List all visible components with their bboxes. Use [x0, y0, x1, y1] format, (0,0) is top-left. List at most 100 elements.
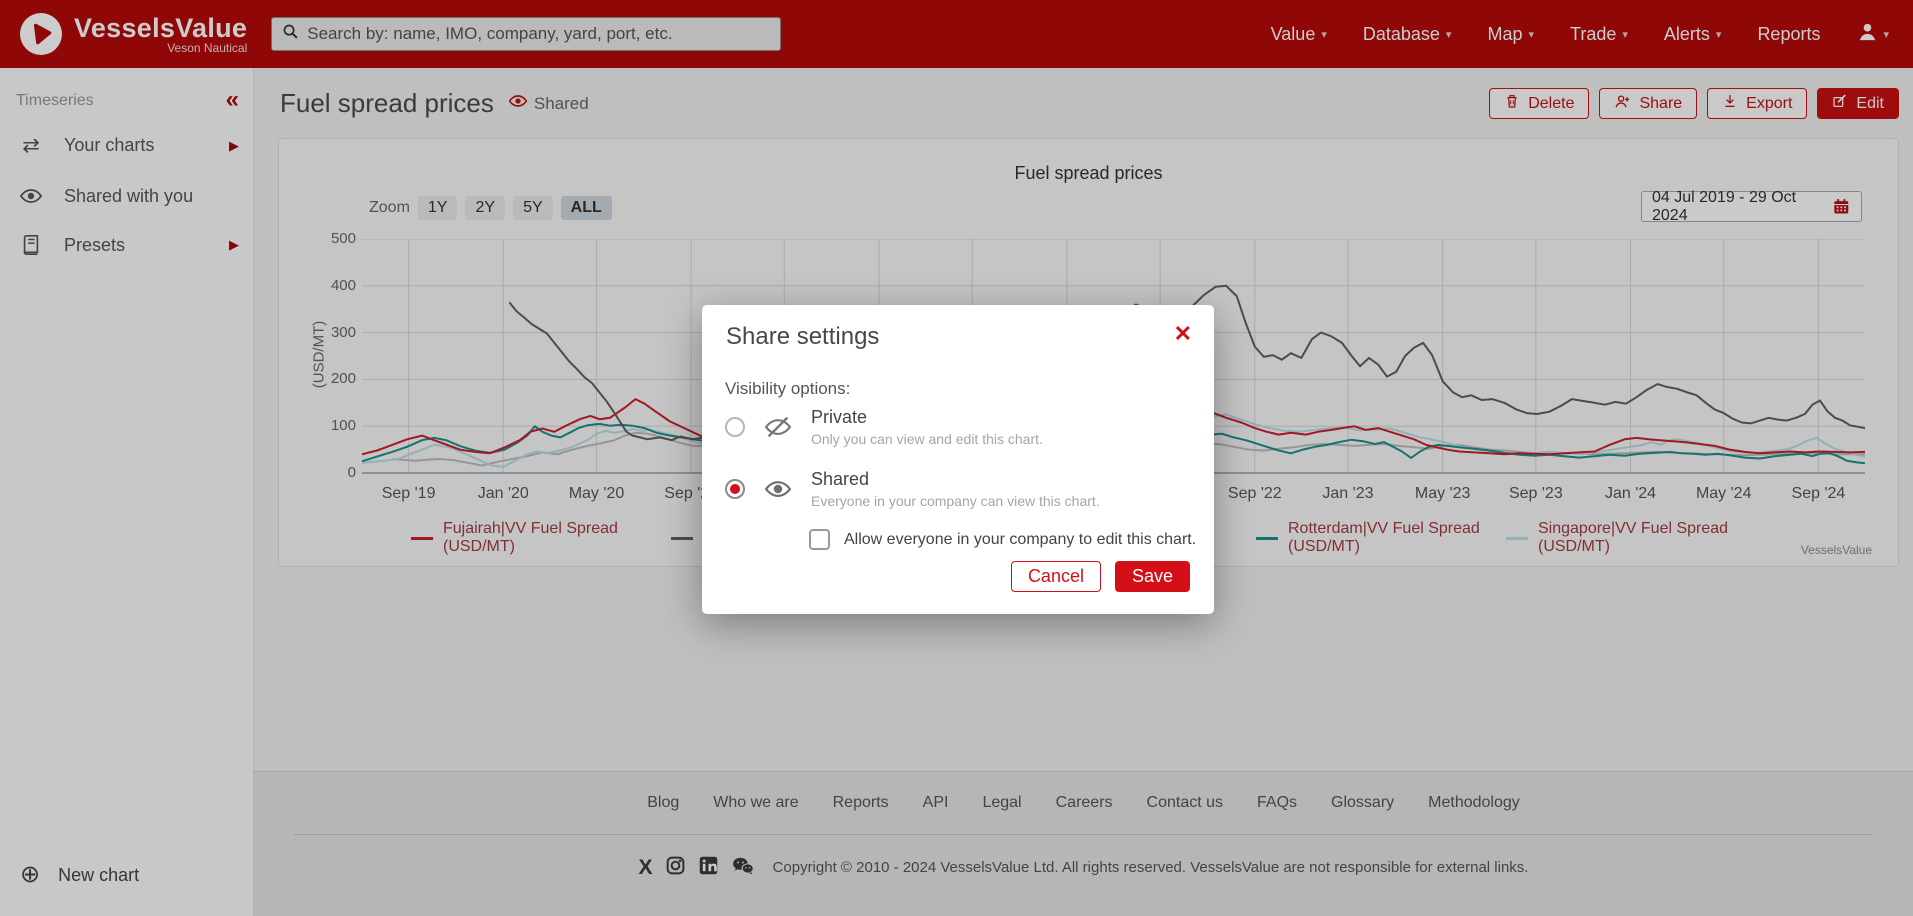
chevron-down-icon: ▾ [1445, 28, 1452, 41]
nav-item-map[interactable]: Map ▾ [1487, 23, 1534, 44]
series-Gl [508, 284, 1865, 442]
eye-off-icon [761, 412, 795, 442]
footer-links: Blog Who we are Reports API Legal Careers Cont… [254, 772, 1913, 812]
page-footer: Blog Who we are Reports API Legal Careers Cont… [254, 771, 1913, 916]
footer-link-legal[interactable]: Legal [982, 794, 1022, 811]
edit-label: Edit [1856, 94, 1884, 112]
vesselsvalue-logo-icon [20, 13, 62, 55]
legend-item[interactable]: Fujairah|VV Fuel Spread (USD/MT) [411, 520, 671, 556]
footer-link-reports[interactable]: Reports [832, 794, 889, 811]
nav-item-reports[interactable]: Reports [1757, 23, 1821, 44]
sidebar: Timeseries « ⇄ Your charts ▶ Shared with… [0, 68, 254, 916]
x-axis-tick: Jan '20 [477, 485, 529, 502]
x-axis-tick: Sep '23 [1508, 485, 1563, 502]
linkedin-icon[interactable] [698, 855, 719, 880]
y-axis-tick: 200 [330, 370, 356, 388]
shared-option-description: Everyone in your company can view this c… [811, 493, 1100, 509]
chevron-down-icon: ▾ [1715, 28, 1722, 41]
nav-item-database[interactable]: Database ▾ [1362, 23, 1452, 44]
delete-button[interactable]: Delete [1489, 88, 1590, 119]
chevron-down-icon: ▾ [1883, 28, 1889, 41]
footer-link-careers[interactable]: Careers [1055, 794, 1113, 811]
eye-icon [508, 91, 528, 116]
save-button[interactable]: Save [1114, 561, 1190, 592]
nav-item-alerts[interactable]: Alerts ▾ [1663, 23, 1722, 44]
legend-label: Singapore|VV Fuel Spread (USD/MT) [1538, 520, 1729, 555]
legend-item[interactable]: Singapore|VV Fuel Spread (USD/MT) [1506, 520, 1766, 556]
private-option-description: Only you can view and edit this chart. [811, 431, 1043, 447]
page-actions: Delete Share Export Edit [1489, 88, 1899, 119]
plus-circle-icon: ⊕ [20, 861, 41, 888]
shared-radio[interactable] [725, 479, 745, 499]
delete-label: Delete [1528, 94, 1575, 112]
page-title: Fuel spread prices [280, 88, 494, 118]
y-axis-tick: 500 [330, 230, 356, 247]
chevron-down-icon: ▾ [1528, 28, 1534, 41]
zoom-button-5y[interactable]: 5Y [513, 196, 553, 220]
share-settings-modal: Share settings ✕ Visibility options: Pri… [702, 305, 1214, 614]
sidebar-item-label: Shared with you [64, 185, 194, 206]
export-label: Export [1746, 94, 1793, 112]
footer-link-blog[interactable]: Blog [647, 794, 680, 811]
share-label: Share [1639, 94, 1683, 112]
x-icon[interactable]: X [638, 855, 653, 879]
private-option-label: Private [811, 407, 868, 427]
x-axis-tick: Jan '23 [1322, 485, 1374, 502]
person-plus-icon [1614, 93, 1631, 115]
search-icon [282, 23, 299, 45]
legend-item[interactable]: Rotterdam|VV Fuel Spread (USD/MT) [1256, 520, 1506, 556]
edit-button[interactable]: Edit [1817, 88, 1899, 119]
search-input[interactable] [307, 24, 771, 44]
series-Fujairah [362, 398, 1865, 460]
legend-dash-icon [1256, 536, 1278, 540]
sidebar-item-shared-with-you[interactable]: Shared with you [0, 171, 253, 221]
chart-watermark: VesselsValue [1800, 543, 1872, 557]
chevron-down-icon: ▾ [1622, 28, 1628, 41]
export-button[interactable]: Export [1707, 88, 1808, 119]
top-navbar: VesselsValue Veson Nautical Value▾ Databa… [0, 0, 1913, 68]
vesselsvalue-logo[interactable]: VesselsValue Veson Nautical [20, 13, 247, 55]
footer-link-glossary[interactable]: Glossary [1331, 794, 1395, 811]
close-icon[interactable]: ✕ [1173, 321, 1192, 346]
footer-link-api[interactable]: API [922, 794, 949, 811]
trash-icon [1504, 93, 1520, 114]
nav-item-trade[interactable]: Trade ▾ [1570, 23, 1628, 44]
new-chart-button[interactable]: ⊕ New chart [0, 850, 253, 900]
book-icon [18, 234, 44, 256]
zoom-button-all[interactable]: ALL [560, 196, 612, 220]
zoom-button-1y[interactable]: 1Y [417, 196, 458, 220]
global-search [271, 17, 782, 51]
zoom-buttons: 1Y 2Y 5Y ALL [417, 196, 612, 220]
instagram-icon[interactable] [665, 855, 686, 880]
series-Rotterdam [362, 422, 1865, 465]
footer-link-contact-us[interactable]: Contact us [1146, 794, 1223, 811]
cancel-button[interactable]: Cancel [1010, 561, 1101, 592]
x-axis-tick: Sep '24 [1791, 485, 1846, 502]
y-axis-tick: 300 [330, 323, 356, 341]
legend-dash-icon [1506, 536, 1528, 540]
shared-option-label: Shared [811, 469, 870, 489]
user-menu[interactable]: ▾ [1856, 20, 1889, 48]
new-chart-label: New chart [58, 864, 140, 885]
date-range-picker[interactable]: 04 Jul 2019 - 29 Oct 2024 [1641, 189, 1862, 224]
private-radio[interactable] [725, 417, 745, 437]
footer-bottom: X Copyright © 2010 - 2024 VesselsValue L… [254, 855, 1913, 880]
footer-link-who-we-are[interactable]: Who we are [713, 794, 799, 811]
footer-link-faqs[interactable]: FAQs [1257, 794, 1298, 811]
sidebar-item-label: Your charts [64, 135, 155, 155]
sidebar-collapse-icon[interactable]: « [225, 86, 239, 113]
zoom-button-2y[interactable]: 2Y [465, 196, 506, 220]
share-button[interactable]: Share [1599, 88, 1698, 119]
eye-icon [18, 184, 44, 208]
brand-name: VesselsValue [74, 12, 248, 43]
footer-link-methodology[interactable]: Methodology [1428, 794, 1520, 811]
allow-edit-checkbox[interactable] [809, 529, 830, 550]
visibility-options-label: Visibility options: [725, 379, 851, 398]
nav-item-value[interactable]: Value ▾ [1270, 23, 1327, 44]
chevron-down-icon: ▾ [1321, 28, 1327, 41]
sidebar-item-your-charts[interactable]: ⇄ Your charts ▶ [0, 120, 253, 171]
sidebar-item-presets[interactable]: Presets ▶ [0, 221, 253, 269]
arrow-right-icon: ▶ [229, 137, 239, 153]
x-axis-tick: May '23 [1414, 485, 1471, 502]
wechat-icon[interactable] [731, 855, 755, 880]
